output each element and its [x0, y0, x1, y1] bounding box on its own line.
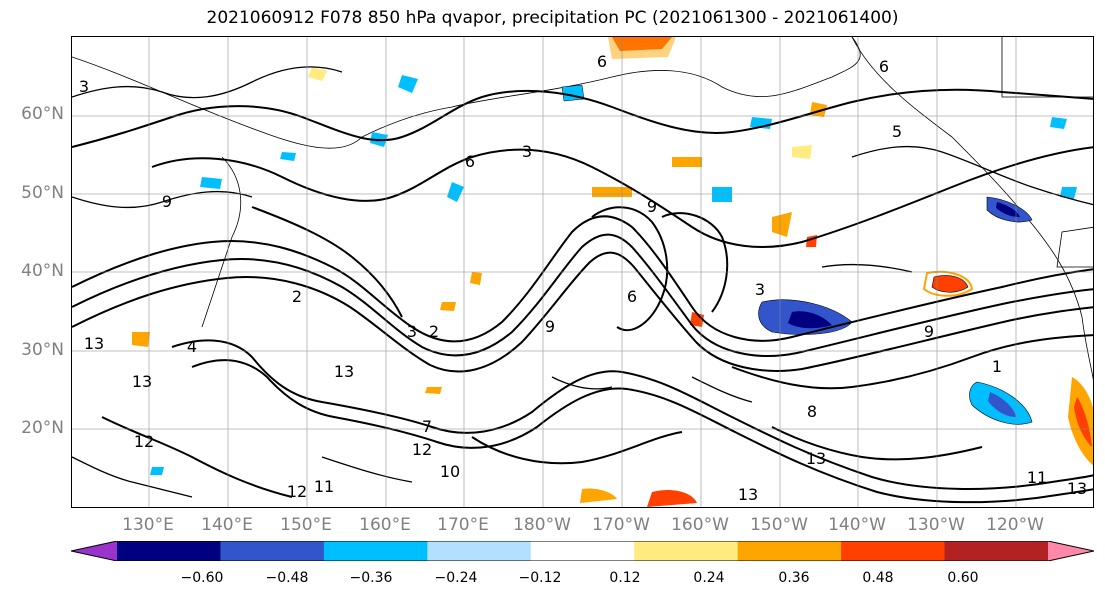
contour-label: 6	[879, 57, 889, 76]
precip-patches	[132, 37, 1093, 507]
colorbar	[71, 541, 1094, 561]
qvapor-contours-thin	[72, 66, 1093, 498]
colorbar-swatch	[323, 541, 428, 561]
colorbar-swatch	[530, 541, 635, 561]
contour-label: 13	[84, 334, 104, 353]
contour-label: 6	[627, 287, 637, 306]
colorbar-tick-label: −0.24	[434, 570, 478, 586]
lon-label-130w: 130°W	[907, 515, 965, 535]
lon-label-160e: 160°E	[359, 515, 411, 535]
lon-label-180w: 180°W	[513, 515, 571, 535]
colorbar-tick-label: 0.24	[693, 570, 725, 586]
colorbar-tick-label: −0.60	[180, 570, 224, 586]
map-canvas: 3692362313131213111210796913111391213865…	[72, 37, 1093, 507]
lon-label-150e: 150°E	[280, 515, 332, 535]
contour-label: 8	[807, 402, 817, 421]
contour-label: 6	[465, 152, 475, 171]
contour-label: 6	[597, 52, 607, 71]
contour-label: 3	[755, 280, 765, 299]
contour-labels: 3692362313131213111210796913111391213865…	[79, 52, 1087, 504]
colorbar-tick-label: 0.60	[947, 570, 979, 586]
colorbar-swatch	[220, 541, 325, 561]
contour-label: 2	[429, 322, 439, 341]
colorbar-swatch	[117, 541, 221, 561]
contour-label: 12	[287, 482, 307, 501]
contour-label: 3	[407, 322, 417, 341]
contour-label: 12	[134, 432, 154, 451]
contour-label: 9	[924, 322, 934, 341]
lat-label-40n: 40°N	[21, 261, 64, 281]
colorbar-tick-label: −0.12	[518, 570, 562, 586]
contour-label: 1	[992, 357, 1002, 376]
map-plot-area[interactable]: 3 6 9 2 3 6 2 3 13 13 12 13 11 12 10 7 9 6 9 13 11 13 9 12 13 8 6 5…	[71, 36, 1094, 508]
qvapor-contours	[72, 88, 1093, 504]
colorbar-extend-min	[71, 541, 117, 561]
lon-label-140w: 140°W	[828, 515, 886, 535]
contour-label: 9	[647, 197, 657, 216]
lat-label-30n: 30°N	[21, 340, 64, 360]
lon-label-170w: 170°W	[592, 515, 650, 535]
colorbar-tick-label: 0.12	[609, 570, 641, 586]
lon-label-150w: 150°W	[750, 515, 808, 535]
contour-label: 13	[1067, 479, 1087, 498]
contour-label: 13	[132, 372, 152, 391]
lat-label-60n: 60°N	[21, 104, 64, 124]
contour-label: 12	[412, 440, 432, 459]
contour-label: 9	[162, 192, 172, 211]
colorbar-tick-label: 0.48	[862, 570, 894, 586]
contour-label: 7	[422, 417, 432, 436]
contour-label: 10	[440, 462, 460, 481]
colorbar-swatch	[427, 541, 532, 561]
lon-label-140e: 140°E	[201, 515, 253, 535]
contour-label: 11	[1027, 468, 1047, 487]
lon-label-130e: 130°E	[122, 515, 174, 535]
colorbar-tick-label: −0.48	[265, 570, 309, 586]
lon-label-120w: 120°W	[986, 515, 1044, 535]
map-title: 2021060912 F078 850 hPa qvapor, precipit…	[206, 8, 899, 28]
contour-label: 3	[522, 142, 532, 161]
colorbar-swatch	[634, 541, 739, 561]
contour-label: 13	[806, 449, 826, 468]
contour-label: 4	[187, 337, 197, 356]
contour-label: 9	[545, 317, 555, 336]
lon-label-160w: 160°W	[671, 515, 729, 535]
coastlines	[72, 37, 1093, 381]
lon-label-170e: 170°E	[437, 515, 489, 535]
contour-label: 3	[79, 77, 89, 96]
contour-label: 2	[292, 287, 302, 306]
contour-label: 13	[738, 485, 758, 504]
colorbar-swatch	[841, 541, 946, 561]
contour-label: 11	[314, 477, 334, 496]
lat-label-20n: 20°N	[21, 418, 64, 438]
gridlines	[72, 37, 1093, 507]
colorbar-extend-max	[1048, 541, 1094, 561]
colorbar-swatch	[737, 541, 842, 561]
colorbar-tick-label: −0.36	[349, 570, 393, 586]
contour-label: 13	[334, 362, 354, 381]
colorbar-swatch	[944, 541, 1049, 561]
lat-label-50n: 50°N	[21, 183, 64, 203]
contour-label: 5	[892, 122, 902, 141]
colorbar-tick-label: 0.36	[778, 570, 810, 586]
